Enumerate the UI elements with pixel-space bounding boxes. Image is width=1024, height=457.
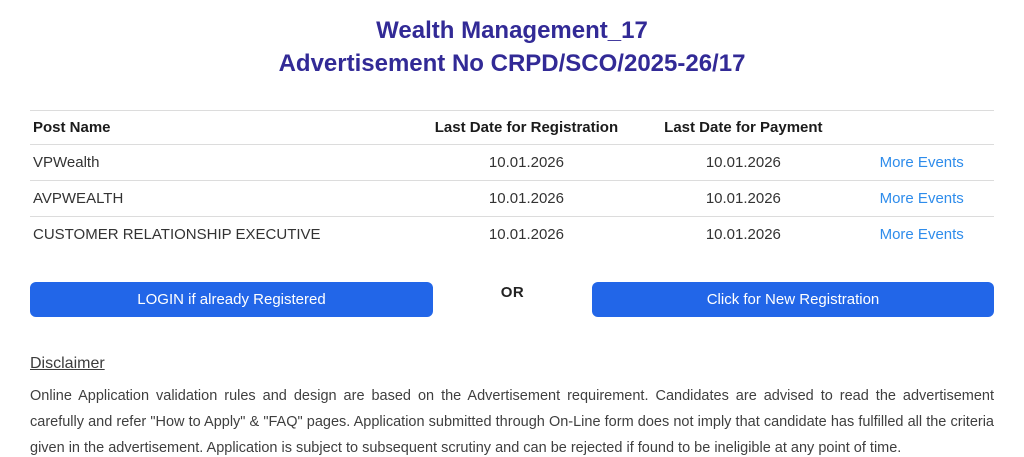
registration-date-cell: 10.01.2026 [488, 226, 564, 243]
more-events-link[interactable]: More Events [879, 226, 964, 243]
disclaimer-text: Online Application validation rules and … [30, 388, 994, 456]
column-header-post-name: Post Name [30, 110, 416, 145]
post-name-cell: CUSTOMER RELATIONSHIP EXECUTIVE [33, 226, 321, 243]
payment-date-cell: 10.01.2026 [637, 144, 850, 181]
post-name-cell: AVPWEALTH [30, 180, 416, 217]
disclaimer-heading: Disclaimer [30, 355, 105, 372]
page-title: Wealth Management_17 Advertisement No CR… [0, 0, 1024, 80]
table-row: AVPWEALTH 10.01.2026 10.01.2026 More Eve… [30, 180, 994, 217]
payment-date-cell: 10.01.2026 [637, 180, 850, 217]
column-header-last-date-payment: Last Date for Payment [637, 110, 850, 145]
posts-table: Post Name Last Date for Registration Las… [30, 110, 994, 252]
more-events-link[interactable]: More Events [879, 154, 964, 171]
page-title-line1: Wealth Management_17 [376, 17, 648, 44]
new-registration-button[interactable]: Click for New Registration [592, 282, 994, 317]
table-header-row: Post Name Last Date for Registration Las… [30, 110, 994, 145]
table-row: VPWealth 10.01.2026 10.01.2026 More Even… [30, 144, 994, 181]
registration-date-cell: 10.01.2026 [415, 144, 638, 181]
table-row: CUSTOMER RELATIONSHIP EXECUTIVE 10.01.20… [30, 217, 994, 253]
registration-date-cell: 10.01.2026 [415, 180, 638, 217]
column-header-last-date-registration: Last Date for Registration [415, 110, 638, 145]
action-buttons-row: LOGIN if already Registered OR Click for… [30, 282, 994, 317]
page-title-line2: Advertisement No CRPD/SCO/2025-26/17 [278, 50, 746, 77]
payment-date-cell: 10.01.2026 [705, 226, 781, 243]
column-header-events [849, 110, 994, 145]
post-name-cell: VPWealth [30, 144, 416, 181]
or-separator-label: OR [500, 284, 525, 301]
disclaimer-section: Disclaimer Online Application validation… [30, 355, 994, 457]
more-events-link[interactable]: More Events [879, 190, 964, 207]
login-button[interactable]: LOGIN if already Registered [30, 282, 433, 317]
